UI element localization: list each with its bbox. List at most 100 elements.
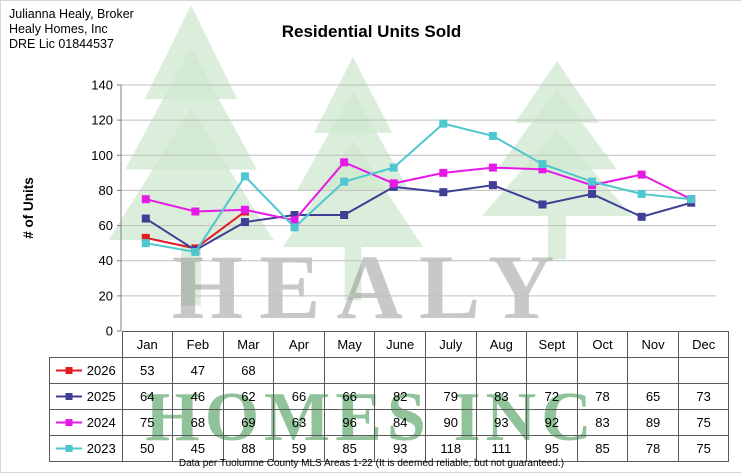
value-cell-2025-Aug: 83 xyxy=(475,383,528,410)
value-cell-2025-July: 79 xyxy=(424,383,477,410)
legend-key-2024: 2024 xyxy=(50,415,121,430)
marker-2023-Oct xyxy=(588,177,597,186)
value-cell-2023-Sept: 95 xyxy=(526,435,578,462)
value-cell-2026-Nov xyxy=(627,357,679,384)
marker-2024-June xyxy=(389,179,398,188)
value-cell-2026-Dec xyxy=(677,357,730,384)
marker-2025-Aug xyxy=(488,181,497,190)
value-cell-2024-June: 84 xyxy=(374,409,426,436)
month-header-Sept: Sept xyxy=(526,331,578,358)
y-tick-label-60: 60 xyxy=(99,218,113,233)
legend-marker-2026 xyxy=(65,367,73,374)
value-cell-2024-Sept: 92 xyxy=(526,409,578,436)
value-cell-2025-May: 66 xyxy=(323,383,376,410)
y-tick-label-80: 80 xyxy=(99,183,113,198)
broker-name: Julianna Healy, Broker xyxy=(9,7,134,21)
legend-label-2024: 2024 xyxy=(86,415,116,430)
chart-title: Residential Units Sold xyxy=(281,22,462,41)
marker-2023-Aug xyxy=(488,131,497,140)
marker-2024-July xyxy=(439,168,448,177)
marker-2024-Apr xyxy=(290,216,299,225)
marker-2024-Aug xyxy=(488,163,497,172)
table-header-row: Jan Feb Mar Apr May June July Aug Sept Oct Nov Dec xyxy=(50,331,730,358)
legend-key-2026: 2026 xyxy=(50,363,121,378)
value-cell-2026-July xyxy=(424,357,477,384)
footer-disclaimer: Data per Tuolumne County MLS Areas 1-22 … xyxy=(178,458,565,469)
value-cell-2024-Mar: 69 xyxy=(222,409,275,436)
month-header-June: June xyxy=(374,331,426,358)
month-header-Feb: Feb xyxy=(172,331,224,358)
data-table: Jan Feb Mar Apr May June July Aug Sept Oct Nov Dec 2… xyxy=(49,331,730,462)
value-cell-2026-June xyxy=(374,357,426,384)
marker-2023-May xyxy=(340,177,349,186)
legend-line-marker-icon-2026 xyxy=(55,367,82,374)
value-cell-2026-Aug xyxy=(475,357,528,384)
value-cell-2023-Dec: 75 xyxy=(677,435,730,462)
broker-info: Julianna Healy, Broker Healy Homes, Inc … xyxy=(9,7,134,52)
marker-2025-July xyxy=(439,188,448,197)
marker-2025-Mar xyxy=(240,218,249,227)
marker-2025-Sept xyxy=(538,200,547,209)
value-cell-2024-Oct: 83 xyxy=(576,409,629,436)
legend-label-2026: 2026 xyxy=(86,363,116,378)
value-cell-2026-Mar: 68 xyxy=(222,357,275,384)
value-cell-2025-Sept: 72 xyxy=(526,383,578,410)
y-tick-label-0: 0 xyxy=(106,324,113,339)
marker-2024-Nov xyxy=(637,170,646,179)
series-line-2025 xyxy=(145,184,692,252)
value-cell-2024-Dec: 75 xyxy=(677,409,730,436)
broker-license: DRE Lic 01844537 xyxy=(9,37,114,51)
legend-cell-2024: 2024 xyxy=(49,409,123,436)
marker-2023-Jan xyxy=(141,239,150,248)
value-cell-2024-Jan: 75 xyxy=(121,409,174,436)
month-header-Mar: Mar xyxy=(222,331,275,358)
marker-2023-Apr xyxy=(290,223,299,232)
month-header-Nov: Nov xyxy=(627,331,679,358)
month-header-May: May xyxy=(323,331,376,358)
value-cell-2023-Apr: 59 xyxy=(273,435,325,462)
month-header-Aug: Aug xyxy=(475,331,528,358)
legend-label-2025: 2025 xyxy=(86,389,116,404)
value-cell-2026-Feb: 47 xyxy=(172,357,224,384)
marker-2023-Sept xyxy=(538,160,547,169)
series-line-2024 xyxy=(145,161,692,222)
legend-key-2023: 2023 xyxy=(50,441,121,456)
value-cell-2026-Sept xyxy=(526,357,578,384)
data-table-wrap: Jan Feb Mar Apr May June July Aug Sept Oct Nov Dec 2… xyxy=(49,331,730,462)
value-cell-2023-Oct: 85 xyxy=(576,435,629,462)
month-header-July: July xyxy=(424,331,477,358)
value-cell-2024-Feb: 68 xyxy=(172,409,224,436)
value-cell-2025-June: 82 xyxy=(374,383,426,410)
marker-2025-Oct xyxy=(588,189,597,198)
value-cell-2025-Dec: 73 xyxy=(677,383,730,410)
marker-2024-Feb xyxy=(191,207,200,216)
marker-2023-July xyxy=(439,119,448,128)
broker-company: Healy Homes, Inc xyxy=(9,22,108,36)
value-cell-2026-Jan: 53 xyxy=(121,357,174,384)
y-tick-label-100: 100 xyxy=(91,148,113,163)
month-header-Apr: Apr xyxy=(273,331,325,358)
marker-2023-June xyxy=(389,163,398,172)
value-cell-2024-July: 90 xyxy=(424,409,477,436)
y-tick-label-20: 20 xyxy=(99,288,113,303)
marker-2023-Nov xyxy=(637,189,646,198)
y-tick-label-140: 140 xyxy=(91,78,113,93)
legend-marker-2025 xyxy=(65,393,73,400)
value-cell-2025-Apr: 66 xyxy=(273,383,325,410)
legend-cell-2025: 2025 xyxy=(49,383,123,410)
marker-2025-May xyxy=(340,211,349,220)
legend-label-2023: 2023 xyxy=(86,441,116,456)
marker-2025-Nov xyxy=(637,212,646,221)
marker-2024-May xyxy=(340,158,349,167)
value-cell-2025-Oct: 78 xyxy=(576,383,629,410)
legend-cell-2026: 2026 xyxy=(49,357,123,384)
marker-2025-Jan xyxy=(141,214,150,223)
table-row-2025: 2025 64 46 62 66 66 82 79 83 72 78 65 73 xyxy=(49,383,730,410)
legend-key-2025: 2025 xyxy=(50,389,121,404)
value-cell-2023-Aug: 111 xyxy=(475,435,528,462)
value-cell-2024-Nov: 89 xyxy=(627,409,679,436)
marker-2024-Mar xyxy=(240,205,249,214)
value-cell-2023-Feb: 45 xyxy=(172,435,224,462)
legend-line-marker-icon-2025 xyxy=(55,393,82,400)
